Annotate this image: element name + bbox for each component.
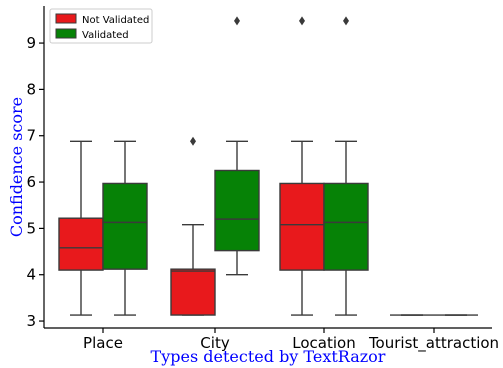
box-validated-place xyxy=(102,140,148,316)
x-tick-label: Tourist_attraction xyxy=(368,334,499,353)
box-body xyxy=(323,182,369,271)
box-not-validated-place xyxy=(58,140,104,316)
y-tick-label: 6 xyxy=(26,173,36,191)
y-axis-title: Confidence score xyxy=(7,97,26,237)
legend: Not Validated Validated xyxy=(49,8,153,44)
y-axis-ticks: 3 4 5 6 7 8 9 xyxy=(26,34,44,330)
y-tick-label: 3 xyxy=(26,312,36,330)
y-tick-label: 9 xyxy=(26,34,36,52)
y-tick-label: 5 xyxy=(26,219,36,237)
x-tick-label: City xyxy=(200,334,230,352)
box-not-validated-city xyxy=(170,136,216,316)
x-tick-label: Place xyxy=(83,334,123,352)
x-tick-label: Location xyxy=(292,334,355,352)
x-axis-ticks: Place City Location Tourist_attraction xyxy=(83,328,499,353)
x-axis-title: Types detected by TextRazor xyxy=(151,347,386,366)
box-body xyxy=(102,182,148,270)
y-tick-label: 7 xyxy=(26,127,36,145)
plot-area xyxy=(58,16,478,316)
box-body xyxy=(170,268,216,316)
box-body xyxy=(279,182,325,271)
outlier-marker xyxy=(299,16,305,26)
box-body xyxy=(58,217,104,271)
legend-swatch xyxy=(55,13,77,24)
legend-label: Validated xyxy=(82,30,129,41)
y-tick-label: 4 xyxy=(26,266,36,284)
legend-swatch xyxy=(55,28,77,39)
outlier-marker xyxy=(343,16,349,26)
legend-label: Not Validated xyxy=(82,15,149,26)
box-body xyxy=(214,169,260,252)
box-validated-location xyxy=(323,16,369,316)
outlier-marker xyxy=(234,16,240,26)
y-tick-label: 8 xyxy=(26,80,36,98)
box-not-validated-location xyxy=(279,16,325,316)
box-validated-city xyxy=(214,16,260,276)
outlier-marker xyxy=(190,136,196,146)
